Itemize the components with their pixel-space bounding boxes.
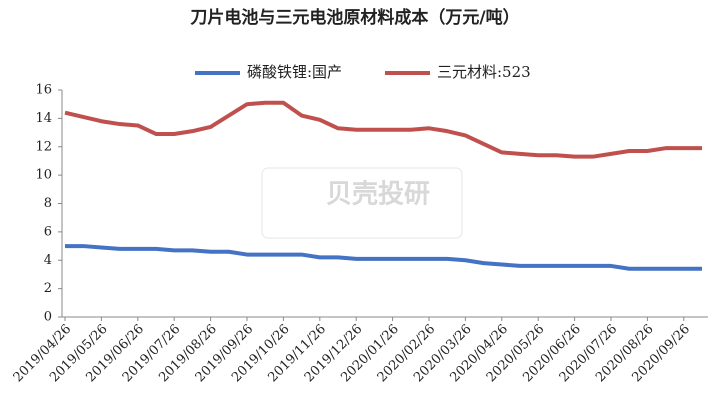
y-tick-label: 12 [35,139,52,154]
y-tick-label: 8 [44,196,52,211]
y-tick-label: 0 [44,310,52,325]
watermark-box [261,167,463,239]
y-tick-label: 16 [35,83,52,98]
chart-title: 刀片电池与三元电池原材料成本（万元/吨） [190,7,519,28]
y-tick-label: 14 [35,111,52,126]
y-tick-label: 4 [44,253,52,268]
legend-label: 三元材料:523 [437,63,531,81]
legend-label: 磷酸铁锂:国产 [247,63,342,81]
line-series [64,100,702,159]
watermark: 贝壳投研 [326,180,430,210]
y-tick-label: 6 [44,224,52,239]
y-tick-label: 10 [35,168,52,183]
y-tick-label: 2 [44,281,52,296]
line-series [65,244,702,271]
